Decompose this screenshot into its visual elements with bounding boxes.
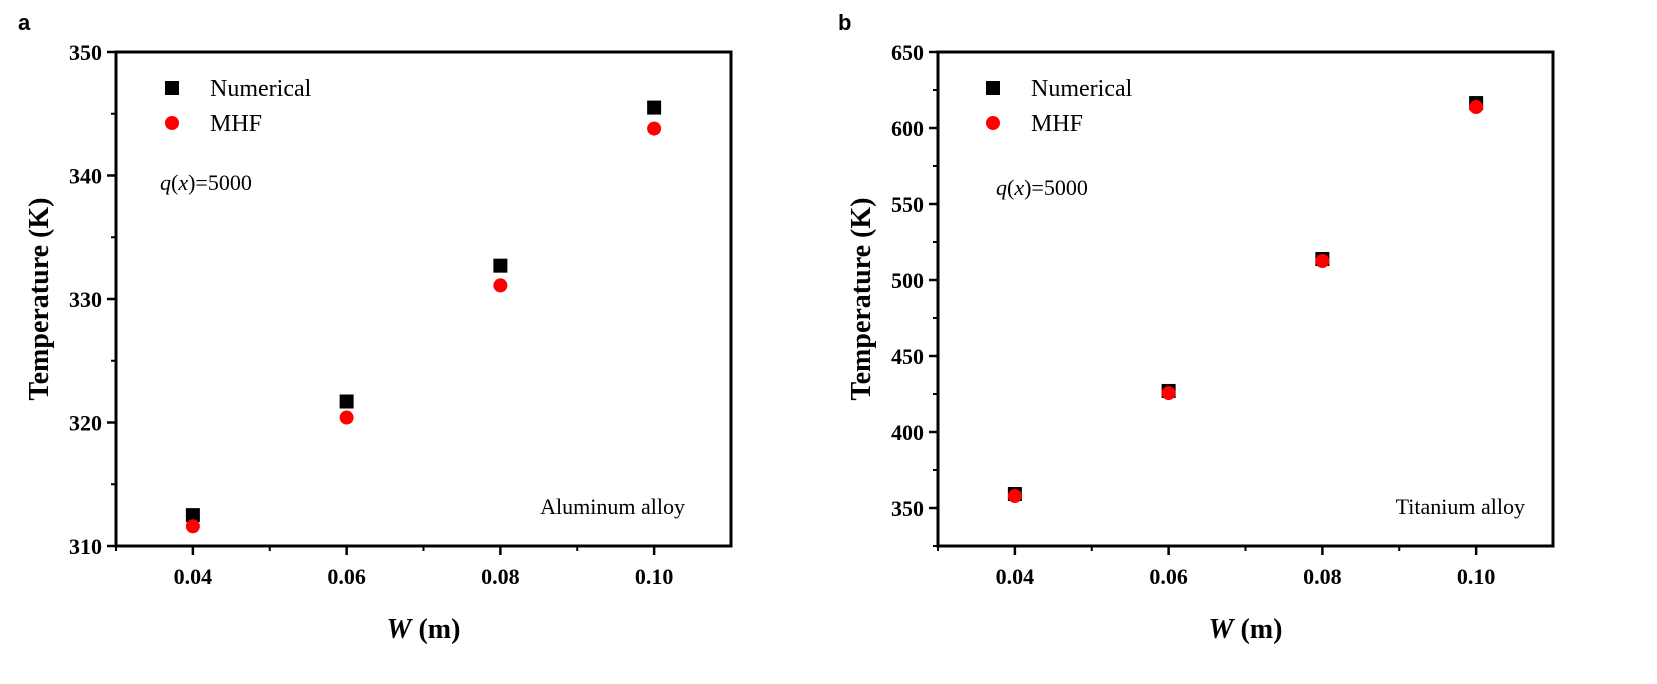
chart-panel-a: a 0.04 0.06 0.08 0.10 310 320 330 340 350 W (m) Tem… — [18, 10, 733, 645]
material-label: Aluminum alloy — [540, 494, 685, 519]
panel-label: a — [18, 10, 31, 35]
y-tick-label: 340 — [69, 164, 102, 189]
y-tick-label: 330 — [69, 287, 102, 312]
annotation-heat-flux: q(x)=5000 — [160, 170, 252, 195]
annotation-heat-flux: q(x)=5000 — [996, 175, 1088, 200]
y-tick-label: 350 — [891, 496, 924, 521]
legend-marker-square — [165, 81, 179, 95]
annotation-paren-close: ) — [188, 170, 195, 195]
material-label: Titanium alloy — [1396, 494, 1525, 519]
data-point-mhf — [647, 121, 662, 136]
annotation-paren-close: ) — [1024, 175, 1031, 200]
annotation-value: =5000 — [1031, 175, 1087, 200]
y-axis-label: Temperature (K) — [846, 198, 877, 401]
data-point-mhf — [185, 519, 200, 534]
data-point-mhf — [1007, 488, 1022, 503]
x-tick-label: 0.10 — [635, 564, 674, 589]
x-axis-unit: (m) — [1233, 614, 1282, 645]
x-tick-label: 0.10 — [1457, 564, 1496, 589]
annotation-x: x — [1013, 175, 1024, 200]
y-tick-label: 320 — [69, 411, 102, 436]
legend-marker-circle — [165, 116, 179, 130]
y-tick-label: 550 — [891, 192, 924, 217]
x-axis-variable: W — [1209, 614, 1236, 645]
x-tick-label: 0.06 — [327, 564, 366, 589]
annotation-paren-open: ( — [1007, 175, 1014, 200]
chart-panel-b: b 0.04 0.06 0.08 0.10 350 400 450 500 550 600 650 W … — [838, 10, 1555, 645]
annotation-x: x — [177, 170, 188, 195]
x-axis-label: W (m) — [387, 614, 461, 645]
legend-marker-square — [986, 81, 1000, 95]
plot-frame — [114, 50, 733, 548]
y-axis-label: Temperature (K) — [24, 198, 55, 401]
data-point-numerical — [185, 508, 200, 523]
x-tick-label: 0.04 — [996, 564, 1035, 589]
panel-label: b — [838, 10, 851, 35]
data-point-mhf — [1469, 100, 1484, 115]
x-axis-unit: (m) — [411, 614, 460, 645]
y-tick-label: 450 — [891, 344, 924, 369]
annotation-paren-open: ( — [171, 170, 178, 195]
legend-label: MHF — [1031, 111, 1083, 137]
x-axis-variable: W — [387, 614, 414, 645]
data-point-numerical — [493, 258, 508, 273]
y-tick-label: 650 — [891, 40, 924, 65]
y-tick-label: 400 — [891, 420, 924, 445]
x-tick-label: 0.04 — [174, 564, 213, 589]
data-point-mhf — [339, 410, 354, 425]
legend-label: Numerical — [1031, 76, 1133, 102]
data-point-mhf — [493, 278, 508, 293]
y-tick-label: 350 — [69, 40, 102, 65]
y-tick-label: 600 — [891, 116, 924, 141]
legend-label: Numerical — [210, 76, 312, 102]
x-tick-label: 0.08 — [1303, 564, 1342, 589]
x-tick-label: 0.08 — [481, 564, 520, 589]
annotation-q: q — [160, 170, 171, 195]
annotation-value: =5000 — [195, 170, 251, 195]
annotation-q: q — [996, 175, 1007, 200]
x-tick-label: 0.06 — [1149, 564, 1188, 589]
y-tick-label: 500 — [891, 268, 924, 293]
data-point-numerical — [647, 100, 662, 115]
data-point-mhf — [1315, 254, 1330, 268]
data-point-mhf — [1161, 386, 1176, 401]
y-tick-label: 310 — [69, 534, 102, 559]
legend-marker-circle — [986, 116, 1000, 130]
legend-label: MHF — [210, 111, 262, 137]
data-point-numerical — [339, 394, 354, 409]
x-axis-label: W (m) — [1209, 614, 1283, 645]
